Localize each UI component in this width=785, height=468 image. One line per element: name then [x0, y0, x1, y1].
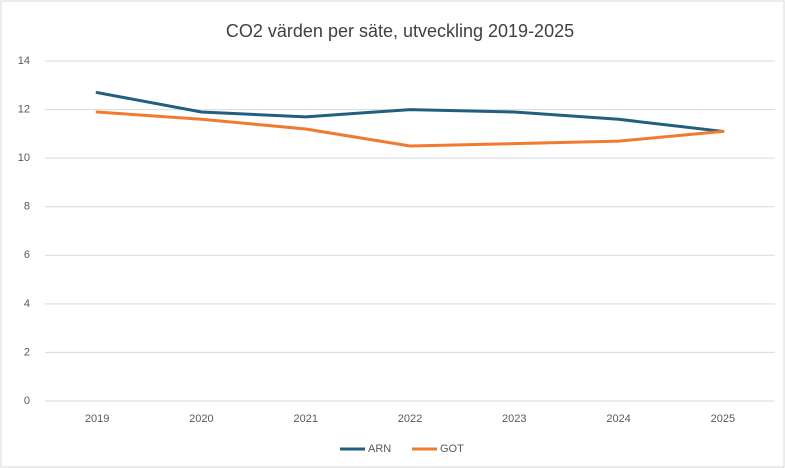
x-tick-label: 2022	[398, 413, 422, 425]
y-tick-label: 2	[24, 346, 30, 358]
y-tick-label: 12	[18, 103, 30, 115]
y-tick-label: 14	[18, 55, 30, 67]
legend-label: GOT	[440, 443, 464, 455]
series-line	[95, 110, 725, 148]
x-tick-label: 2019	[85, 413, 109, 425]
x-tick-label: 2024	[606, 413, 630, 425]
x-tick-label: 2025	[711, 413, 735, 425]
chart-title: CO2 värden per säte, utveckling 2019-202…	[226, 21, 574, 41]
legend-label: ARN	[368, 443, 391, 455]
x-tick-label: 2023	[502, 413, 526, 425]
y-tick-label: 8	[24, 201, 30, 213]
y-tick-label: 10	[18, 152, 30, 164]
y-tick-label: 6	[24, 249, 30, 261]
x-tick-label: 2020	[189, 413, 213, 425]
x-tick-label: 2021	[293, 413, 317, 425]
y-tick-label: 0	[24, 395, 30, 407]
y-tick-label: 4	[24, 298, 30, 310]
series-line	[95, 91, 725, 133]
